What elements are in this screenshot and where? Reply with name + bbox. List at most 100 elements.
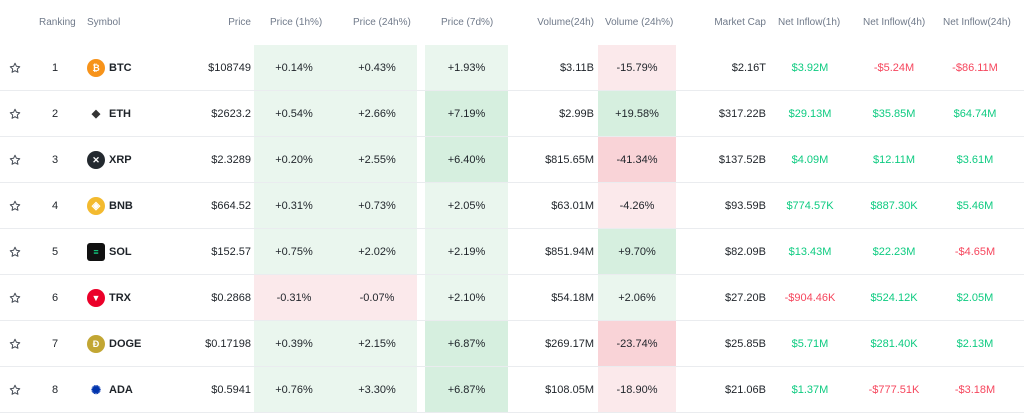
header-ranking[interactable]: Ranking [39, 17, 76, 28]
price-value: $0.5941 [211, 384, 251, 396]
favorite-star-icon[interactable] [9, 108, 21, 120]
coin-symbol[interactable]: SOL [109, 246, 132, 258]
change-cell-bg [425, 275, 508, 321]
net-inflow-4h-value: $22.23M [872, 246, 916, 258]
change-cell-bg [337, 91, 417, 137]
price-1h-change: +0.76% [275, 384, 313, 396]
net-inflow-4h-value: $12.11M [873, 154, 915, 166]
price-7d-change: +6.40% [447, 154, 486, 166]
table-row[interactable]: 7 Ð DOGE $0.17198 +0.39% +2.15% +6.87% $269.17M… [0, 321, 1024, 367]
market-cap-value: $93.59B [725, 200, 766, 212]
volume-24h-value: $63.01M [551, 200, 594, 212]
net-inflow-24h-value: -$4.65M [954, 246, 996, 258]
price-24h-change: +2.66% [358, 108, 396, 120]
net-inflow-1h-value: $29.13M [788, 108, 832, 120]
net-inflow-1h-value: $1.37M [791, 384, 829, 396]
header-market-cap[interactable]: Market Cap [714, 17, 766, 28]
volume-24h-value: $2.99B [559, 108, 594, 120]
change-cell-bg [598, 321, 676, 367]
btc-coin-icon: ₿ [87, 59, 105, 77]
price-7d-change: +6.87% [447, 338, 486, 350]
favorite-star-icon[interactable] [9, 154, 21, 166]
price-24h-change: +3.30% [358, 384, 396, 396]
volume-24h-change: -18.90% [616, 384, 658, 396]
net-inflow-24h-value: -$86.11M [952, 62, 998, 74]
change-cell-bg [598, 229, 676, 275]
net-inflow-24h-value: $5.46M [956, 200, 994, 212]
coin-symbol[interactable]: BTC [109, 62, 132, 74]
favorite-star-icon[interactable] [9, 292, 21, 304]
ada-coin-icon: ✺ [87, 381, 105, 399]
favorite-star-icon[interactable] [9, 338, 21, 350]
bnb-coin-icon: ◈ [87, 197, 105, 215]
coin-symbol[interactable]: DOGE [109, 338, 142, 350]
change-cell-bg [598, 367, 676, 413]
table-row[interactable]: 4 ◈ BNB $664.52 +0.31% +0.73% +2.05% $63.01M -4.… [0, 183, 1024, 229]
net-inflow-24h-value: $3.61M [956, 154, 994, 166]
net-inflow-4h-value: $281.40K [870, 338, 918, 350]
net-inflow-24h-value: $2.05M [956, 292, 994, 304]
favorite-star-icon[interactable] [9, 62, 21, 74]
coin-symbol[interactable]: XRP [109, 154, 132, 166]
row-divider [0, 366, 1024, 367]
net-inflow-24h-value: -$3.18M [954, 384, 996, 396]
net-inflow-1h-value: $13.43M [788, 246, 832, 258]
price-1h-change: +0.20% [275, 154, 313, 166]
coin-symbol[interactable]: TRX [109, 292, 131, 304]
price-value: $2.3289 [211, 154, 251, 166]
rank-value: 4 [51, 200, 59, 212]
change-cell-bg [425, 45, 508, 91]
coin-symbol[interactable]: ETH [109, 108, 131, 120]
change-cell-bg [425, 91, 508, 137]
price-7d-change: +1.93% [447, 62, 486, 74]
header-price-24h[interactable]: Price (24h%) [353, 17, 411, 28]
header-symbol[interactable]: Symbol [87, 17, 121, 28]
coin-symbol[interactable]: BNB [109, 200, 133, 212]
volume-24h-value: $851.94M [545, 246, 594, 258]
price-24h-change: +2.15% [358, 338, 396, 350]
header-net-inflow-24h[interactable]: Net Inflow(24h) [943, 17, 1011, 28]
favorite-star-icon[interactable] [9, 200, 21, 212]
header-price-7d[interactable]: Price (7d%) [441, 17, 494, 28]
table-row[interactable]: 8 ✺ ADA $0.5941 +0.76% +3.30% +6.87% $108.05M -1… [0, 367, 1024, 413]
favorite-star-icon[interactable] [9, 246, 21, 258]
header-price-1h[interactable]: Price (1h%) [270, 17, 323, 28]
table-row[interactable]: 3 ✕ XRP $2.3289 +0.20% +2.55% +6.40% $815.65M -4… [0, 137, 1024, 183]
header-price[interactable]: Price [228, 17, 251, 28]
price-value: $0.2868 [211, 292, 251, 304]
favorite-star-icon[interactable] [9, 384, 21, 396]
table-row[interactable]: 2 ◆ ETH $2623.2 +0.54% +2.66% +7.19% $2.99B +19.… [0, 91, 1024, 137]
change-cell-bg [425, 229, 508, 275]
price-value: $108749 [208, 62, 251, 74]
net-inflow-1h-value: $3.92M [791, 62, 829, 74]
xrp-coin-icon: ✕ [87, 151, 105, 169]
volume-24h-change: -15.79% [616, 62, 658, 74]
rank-value: 7 [51, 338, 59, 350]
change-cell-bg [337, 367, 417, 413]
header-net-inflow-1h[interactable]: Net Inflow(1h) [778, 17, 841, 28]
trx-coin-icon: ▼ [87, 289, 105, 307]
table-row[interactable]: 5 ≡ SOL $152.57 +0.75% +2.02% +2.19% $851.94M +9… [0, 229, 1024, 275]
volume-24h-change: +9.70% [618, 246, 656, 258]
change-cell-bg [337, 45, 417, 91]
volume-24h-change: +19.58% [615, 108, 659, 120]
volume-24h-change: -41.34% [616, 154, 658, 166]
header-volume-24h[interactable]: Volume(24h) [537, 17, 594, 28]
net-inflow-24h-value: $2.13M [956, 338, 994, 350]
table-row[interactable]: 6 ▼ TRX $0.2868 -0.31% -0.07% +2.10% $54.18M +2.… [0, 275, 1024, 321]
header-net-inflow-4h[interactable]: Net Inflow(4h) [863, 17, 926, 28]
coin-symbol[interactable]: ADA [109, 384, 133, 396]
rank-value: 8 [51, 384, 59, 396]
net-inflow-1h-value: $4.09M [791, 154, 829, 166]
rank-value: 6 [51, 292, 59, 304]
market-cap-value: $137.52B [718, 154, 766, 166]
table-row[interactable]: 1 ₿ BTC $108749 +0.14% +0.43% +1.93% $3.11B -15.… [0, 45, 1024, 91]
rank-value: 3 [51, 154, 59, 166]
header-volume-24h-pct[interactable]: Volume (24h%) [605, 17, 674, 28]
volume-24h-value: $108.05M [545, 384, 594, 396]
row-divider [0, 90, 1024, 91]
net-inflow-1h-value: $774.57K [786, 200, 834, 212]
rank-value: 5 [51, 246, 59, 258]
price-1h-change: +0.39% [275, 338, 313, 350]
sol-coin-icon: ≡ [87, 243, 105, 261]
